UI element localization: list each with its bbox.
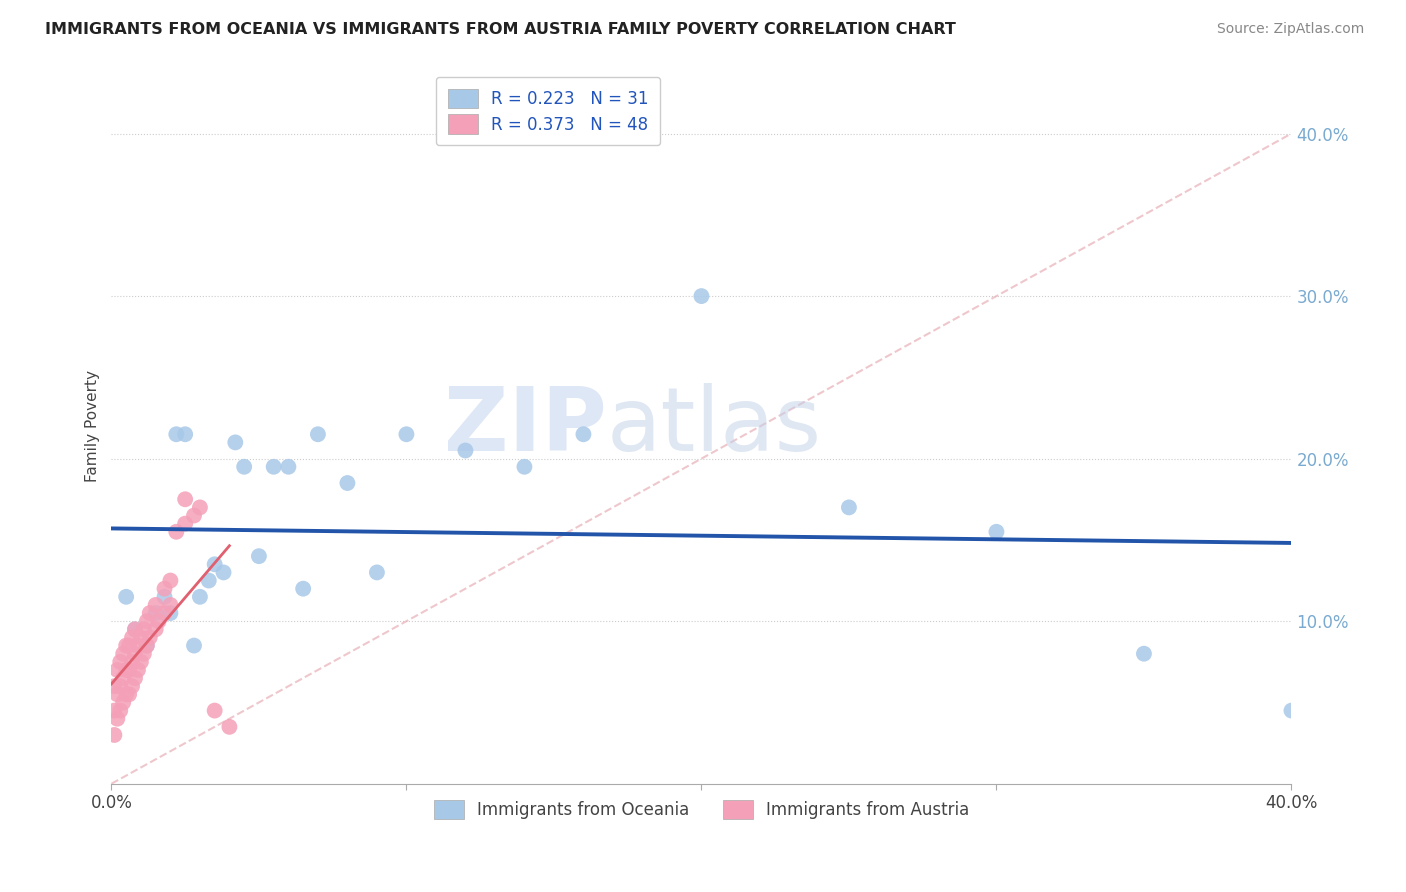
Point (115, 639, 138, 653)
Point (292, 582, 315, 596)
Point (121, 655, 143, 669)
Point (103, 728, 125, 742)
Text: Source: ZipAtlas.com: Source: ZipAtlas.com (1216, 22, 1364, 37)
Point (115, 687, 138, 701)
Point (145, 598, 167, 612)
Point (129, 631, 152, 645)
Point (218, 720, 240, 734)
Text: atlas: atlas (607, 383, 823, 469)
Point (127, 639, 149, 653)
Point (139, 606, 162, 620)
Point (105, 712, 128, 726)
Point (118, 687, 141, 701)
Point (204, 558, 226, 572)
Point (135, 639, 157, 653)
Point (110, 704, 132, 718)
Point (838, 500, 860, 515)
Point (224, 435, 246, 450)
Point (174, 492, 197, 507)
Point (277, 459, 299, 474)
Point (263, 459, 285, 474)
Point (204, 704, 226, 718)
Point (1133, 647, 1156, 661)
Point (118, 639, 141, 653)
Point (121, 631, 143, 645)
Point (159, 598, 181, 612)
Point (105, 687, 128, 701)
Point (132, 623, 155, 637)
Point (233, 459, 256, 474)
Point (153, 606, 176, 620)
Point (124, 623, 146, 637)
Point (307, 427, 329, 442)
Legend: Immigrants from Oceania, Immigrants from Austria: Immigrants from Oceania, Immigrants from… (427, 793, 976, 825)
Point (129, 655, 152, 669)
Point (115, 590, 138, 604)
Text: IMMIGRANTS FROM OCEANIA VS IMMIGRANTS FROM AUSTRIA FAMILY POVERTY CORRELATION CH: IMMIGRANTS FROM OCEANIA VS IMMIGRANTS FR… (45, 22, 956, 37)
Point (118, 663, 141, 677)
Point (174, 427, 197, 442)
Point (139, 631, 162, 645)
Point (188, 590, 211, 604)
Point (174, 516, 197, 531)
Point (159, 574, 181, 588)
Point (1281, 704, 1303, 718)
Point (112, 671, 135, 685)
Text: ZIP: ZIP (444, 383, 607, 469)
Point (145, 606, 167, 620)
Point (159, 606, 181, 620)
Point (103, 679, 125, 693)
Point (165, 524, 187, 539)
Point (148, 614, 170, 628)
Point (395, 427, 418, 442)
Point (153, 590, 176, 604)
Point (145, 623, 167, 637)
Y-axis label: Family Poverty: Family Poverty (86, 370, 100, 483)
Point (103, 704, 125, 718)
Point (115, 663, 138, 677)
Point (986, 524, 1008, 539)
Point (112, 647, 135, 661)
Point (127, 663, 149, 677)
Point (336, 476, 359, 491)
Point (135, 639, 157, 653)
Point (153, 582, 176, 596)
Point (124, 647, 146, 661)
Point (513, 459, 536, 474)
Point (165, 427, 187, 442)
Point (124, 623, 146, 637)
Point (105, 663, 128, 677)
Point (366, 566, 388, 580)
Point (454, 443, 477, 458)
Point (110, 655, 132, 669)
Point (212, 566, 235, 580)
Point (121, 679, 143, 693)
Point (183, 639, 205, 653)
Point (690, 289, 713, 303)
Point (188, 500, 211, 515)
Point (110, 679, 132, 693)
Point (247, 549, 270, 564)
Point (135, 614, 157, 628)
Point (132, 647, 155, 661)
Point (124, 671, 146, 685)
Point (572, 427, 595, 442)
Point (112, 696, 135, 710)
Point (183, 508, 205, 523)
Point (197, 574, 219, 588)
